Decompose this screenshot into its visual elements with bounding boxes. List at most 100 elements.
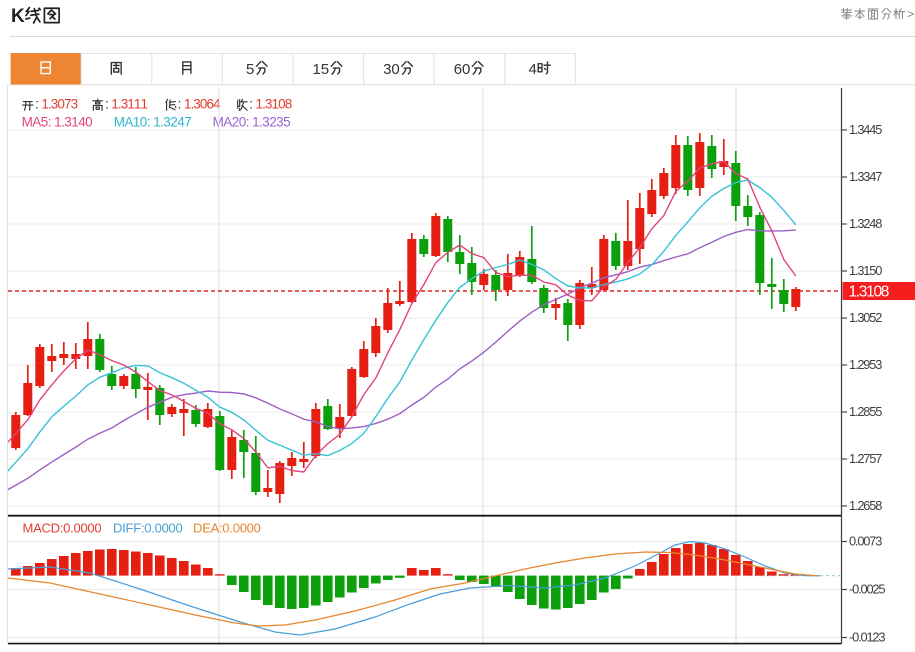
svg-text:D: D [51,520,60,535]
svg-text:.: . [259,114,263,129]
svg-text:0: 0 [140,114,148,129]
svg-text:0: 0 [852,581,859,596]
svg-text:1: 1 [141,96,149,111]
svg-text:1: 1 [54,114,62,129]
svg-text:M: M [114,114,125,129]
svg-text:>: > [907,7,914,21]
svg-text:E: E [202,520,211,535]
svg-text:D: D [193,520,202,535]
svg-text:.: . [855,533,859,548]
svg-text:1: 1 [849,169,856,184]
svg-text:0: 0 [176,520,183,535]
svg-text:6: 6 [454,61,462,78]
svg-text:1: 1 [849,498,856,513]
svg-text:4: 4 [869,122,876,137]
svg-text:F: F [126,520,134,535]
svg-text:3: 3 [857,263,864,278]
svg-text:.: . [855,498,859,513]
svg-text:5: 5 [869,498,876,513]
svg-text:0: 0 [857,533,864,548]
svg-text:1: 1 [849,451,856,466]
svg-text:4: 4 [78,114,86,129]
svg-text:5: 5 [875,404,882,419]
svg-text:6: 6 [207,96,215,111]
svg-text:0: 0 [155,520,162,535]
svg-text:.: . [855,451,859,466]
svg-text:-: - [849,629,853,644]
svg-text:1: 1 [71,114,79,129]
svg-text:5: 5 [869,263,876,278]
svg-text:0: 0 [63,520,70,535]
svg-text:.: . [855,404,859,419]
svg-text:.: . [855,310,859,325]
svg-text:5: 5 [869,451,876,466]
svg-text:0: 0 [863,310,870,325]
svg-text:.: . [855,216,859,231]
svg-text:2: 2 [872,629,879,644]
svg-text:0: 0 [200,96,208,111]
svg-text:.: . [855,357,859,372]
svg-text:4: 4 [529,61,537,78]
svg-text:3: 3 [857,310,864,325]
svg-text:.: . [48,96,52,111]
svg-text:0: 0 [462,61,470,78]
svg-text:1: 1 [127,96,135,111]
svg-text:0: 0 [85,114,93,129]
svg-text:0: 0 [81,520,88,535]
svg-text:5: 5 [878,581,885,596]
svg-text:A: A [124,114,133,129]
svg-text:F: F [133,520,141,535]
svg-text:1: 1 [849,357,856,372]
svg-text:2: 2 [857,357,864,372]
svg-text:8: 8 [881,284,890,301]
svg-text:5: 5 [869,310,876,325]
svg-text:A: A [33,520,42,535]
svg-text:3: 3 [71,96,79,111]
svg-text:0: 0 [162,520,169,535]
svg-text:3: 3 [857,169,864,184]
svg-text:0: 0 [247,520,254,535]
svg-text:1: 1 [272,96,280,111]
svg-text:M: M [213,114,224,129]
svg-text:3: 3 [51,96,59,111]
svg-text:0: 0 [94,520,101,535]
svg-text:0: 0 [874,284,883,301]
svg-text::: : [219,520,223,535]
svg-text:5: 5 [283,114,291,129]
svg-text:3: 3 [276,114,284,129]
svg-text:2: 2 [269,114,277,129]
svg-text:6: 6 [863,498,870,513]
svg-text:M: M [22,114,33,129]
svg-text:D: D [113,520,122,535]
svg-text:0: 0 [875,263,882,278]
svg-text:8: 8 [875,216,882,231]
svg-text:.: . [855,169,859,184]
svg-text:3: 3 [857,216,864,231]
svg-text:7: 7 [184,114,192,129]
svg-text:.: . [191,96,195,111]
svg-text:1: 1 [849,216,856,231]
svg-text:0: 0 [391,61,399,78]
svg-text:3: 3 [875,357,882,372]
svg-text:0: 0 [861,629,868,644]
svg-text:3: 3 [859,284,868,301]
svg-text:A: A [32,114,41,129]
svg-text:0: 0 [867,581,874,596]
svg-text:0: 0 [57,96,65,111]
svg-text:5: 5 [869,404,876,419]
svg-text:3: 3 [121,96,129,111]
svg-text:.: . [160,114,164,129]
svg-text:.: . [855,122,859,137]
svg-text:.: . [70,520,74,535]
svg-text:2: 2 [857,498,864,513]
svg-text:3: 3 [262,114,270,129]
svg-text:M: M [23,520,34,535]
svg-text:3: 3 [265,96,273,111]
svg-text:1: 1 [184,96,192,111]
svg-text:3: 3 [163,114,171,129]
svg-text:1: 1 [134,96,142,111]
svg-text::: : [141,520,145,535]
svg-text:3: 3 [875,533,882,548]
svg-text:4: 4 [863,122,870,137]
svg-text:9: 9 [863,357,870,372]
